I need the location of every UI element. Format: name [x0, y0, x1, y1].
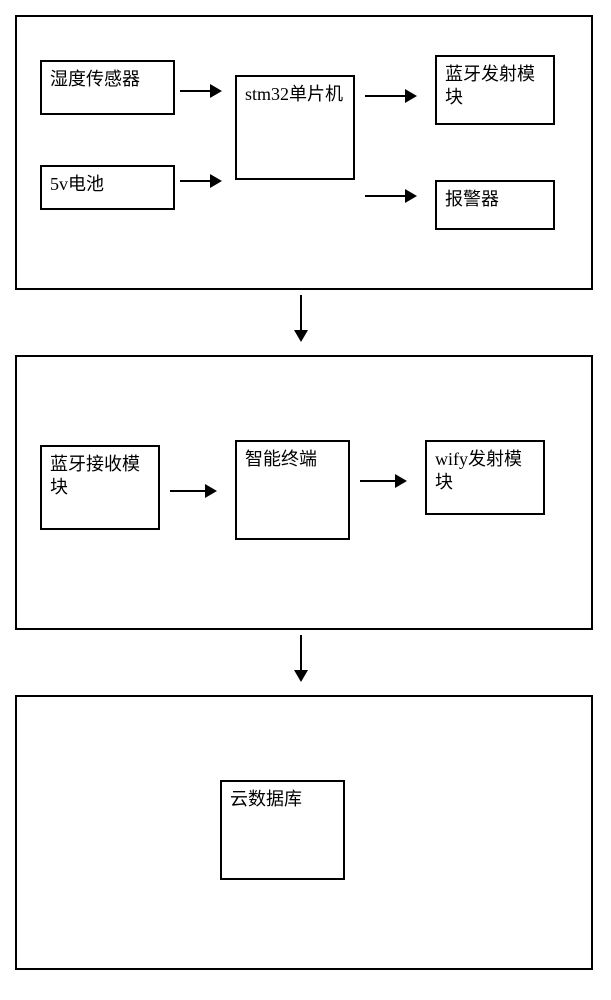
node-label: 报警器 [445, 188, 499, 211]
node-label: 湿度传感器 [50, 68, 140, 91]
node-bluetooth-tx: 蓝牙发射模块 [435, 55, 555, 125]
node-label: 蓝牙接收模块 [50, 453, 150, 500]
node-alarm: 报警器 [435, 180, 555, 230]
node-humidity-sensor: 湿度传感器 [40, 60, 175, 115]
node-stm32-mcu: stm32单片机 [235, 75, 355, 180]
arrow-stm32-to-bt-tx [365, 95, 415, 97]
arrow-battery-to-stm32 [180, 180, 220, 182]
arrow-humidity-to-stm32 [180, 90, 220, 92]
node-label: 云数据库 [230, 788, 302, 811]
arrow-bt-rx-to-terminal [170, 490, 215, 492]
node-smart-terminal: 智能终端 [235, 440, 350, 540]
node-battery-5v: 5v电池 [40, 165, 175, 210]
arrow-stm32-to-alarm [365, 195, 415, 197]
node-label: 智能终端 [245, 448, 317, 471]
node-label: wify发射模块 [435, 448, 535, 495]
node-label: 蓝牙发射模块 [445, 63, 545, 110]
arrow-terminal-to-wifi [360, 480, 405, 482]
arrow-c1-to-c2 [300, 295, 302, 340]
node-bluetooth-rx: 蓝牙接收模块 [40, 445, 160, 530]
node-label: 5v电池 [50, 173, 104, 196]
arrow-c2-to-c3 [300, 635, 302, 680]
node-label: stm32单片机 [245, 83, 343, 106]
node-cloud-database: 云数据库 [220, 780, 345, 880]
node-wifi-tx: wify发射模块 [425, 440, 545, 515]
